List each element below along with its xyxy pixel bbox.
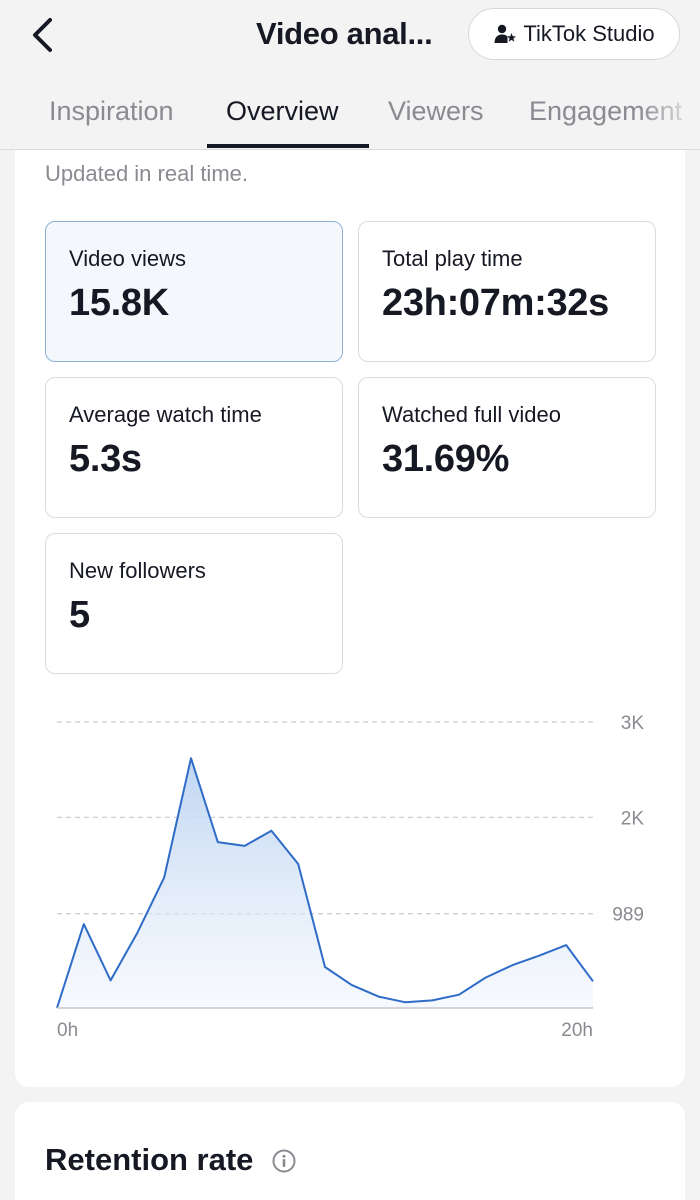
header: Video anal... TikTok Studio — [0, 0, 700, 78]
overview-card: Updated in real time. Video views 15.8K … — [15, 150, 685, 1087]
x-tick-label: 0h — [57, 1020, 78, 1041]
user-star-icon — [493, 22, 517, 46]
metric-label: New followers — [69, 558, 206, 583]
tab-bar: Inspiration Overview Viewers Engagement — [0, 78, 700, 150]
retention-title: Retention rate — [45, 1142, 254, 1177]
metric-value: 23h:07m:32s — [382, 282, 609, 324]
y-tick-label: 3K — [621, 713, 645, 734]
metric-label: Watched full video — [382, 402, 561, 427]
info-icon[interactable] — [271, 1148, 297, 1174]
tab-inspiration[interactable]: Inspiration — [49, 96, 174, 126]
page-title: Video anal... — [256, 16, 433, 51]
tiktok-studio-label: TikTok Studio — [523, 21, 655, 46]
x-tick-label: 20h — [561, 1020, 593, 1041]
metric-label: Average watch time — [69, 402, 262, 427]
y-tick-label: 2K — [621, 808, 645, 829]
back-button[interactable] — [22, 14, 64, 56]
metric-label: Video views — [69, 246, 186, 271]
y-tick-label: 989 — [612, 905, 644, 926]
metric-value: 31.69% — [382, 438, 510, 480]
tiktok-studio-button[interactable]: TikTok Studio — [468, 8, 680, 60]
metric-total-play-time[interactable]: Total play time 23h:07m:32s — [358, 221, 656, 362]
metric-watched-full-video[interactable]: Watched full video 31.69% — [358, 377, 656, 518]
tab-engagement[interactable]: Engagement — [529, 96, 683, 126]
metric-average-watch-time[interactable]: Average watch time 5.3s — [45, 377, 343, 518]
chart-line-video-views — [56, 757, 594, 1009]
metric-new-followers[interactable]: New followers 5 — [45, 533, 343, 674]
retention-card: Retention rate — [15, 1102, 685, 1200]
metric-label: Total play time — [382, 246, 523, 271]
video-views-chart: 989 2K 3K 0h 20h — [56, 713, 645, 1041]
chart-area — [57, 758, 593, 1008]
updated-text: Updated in real time. — [45, 161, 248, 186]
metric-value: 5.3s — [69, 438, 142, 480]
tab-viewers[interactable]: Viewers — [388, 96, 484, 126]
tab-overview[interactable]: Overview — [226, 96, 339, 126]
metric-video-views[interactable]: Video views 15.8K — [45, 221, 343, 362]
metric-value: 15.8K — [69, 282, 169, 324]
metric-value: 5 — [69, 594, 90, 636]
active-tab-indicator — [207, 144, 369, 148]
chevron-left-icon — [33, 18, 52, 52]
